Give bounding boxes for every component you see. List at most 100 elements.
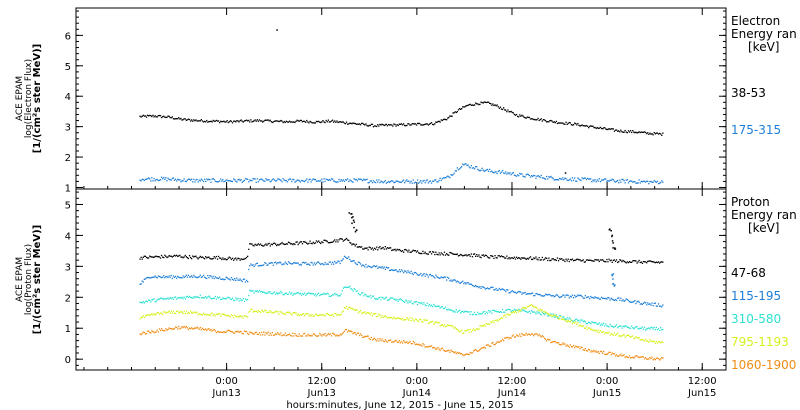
data-point (619, 299, 621, 301)
data-point (293, 121, 295, 123)
data-point (552, 341, 554, 343)
data-point (341, 259, 343, 261)
data-point (266, 333, 268, 335)
data-point (451, 280, 453, 282)
data-point (539, 335, 541, 337)
data-point (190, 296, 192, 299)
data-point (323, 178, 325, 180)
data-point (463, 106, 465, 108)
data-point (379, 266, 381, 268)
data-point (425, 273, 427, 275)
data-point (456, 111, 458, 113)
data-point (272, 242, 275, 245)
x-tick-date: Jun13 (307, 388, 336, 399)
data-point (185, 256, 187, 258)
data-point (548, 339, 550, 341)
data-point (592, 125, 594, 127)
x-tick-time: 0:00 (406, 376, 428, 387)
data-point (406, 179, 408, 181)
data-point (534, 257, 536, 260)
data-point (657, 261, 660, 263)
data-point (358, 293, 361, 296)
data-point (359, 263, 362, 265)
data-point (436, 348, 438, 350)
data-point (253, 292, 255, 294)
data-point (239, 315, 241, 317)
data-point (532, 292, 534, 294)
data-point (558, 315, 561, 317)
data-point (164, 330, 166, 332)
data-point (376, 316, 378, 318)
data-point (537, 175, 539, 177)
data-point (494, 255, 496, 257)
data-point (563, 259, 565, 261)
data-point (460, 312, 462, 314)
data-point (173, 179, 176, 181)
data-point (211, 298, 213, 300)
data-point (195, 276, 197, 279)
data-point (200, 119, 202, 121)
data-point (615, 354, 618, 356)
data-point (583, 320, 585, 322)
data-point (617, 261, 619, 264)
data-point (223, 120, 225, 122)
data-point (248, 294, 250, 297)
data-point (519, 114, 521, 116)
data-point (518, 290, 520, 293)
data-point (562, 318, 564, 320)
data-point (307, 181, 309, 183)
data-point (648, 358, 650, 360)
data-point (546, 257, 548, 259)
data-point (427, 305, 429, 307)
data-point (414, 271, 417, 274)
data-point (330, 295, 333, 297)
data-point (454, 279, 456, 281)
data-point (254, 119, 256, 121)
data-point (320, 242, 322, 245)
data-point (586, 259, 589, 261)
data-point (394, 123, 396, 126)
data-point (548, 176, 550, 178)
data-point (382, 316, 384, 318)
data-point (229, 298, 232, 300)
data-point (468, 104, 470, 106)
data-point (242, 297, 244, 300)
data-point (196, 178, 198, 181)
data-point (569, 320, 571, 323)
data-point (456, 351, 458, 353)
data-point (152, 276, 154, 278)
data-point (241, 299, 243, 302)
data-point (485, 287, 488, 290)
data-point (403, 251, 405, 253)
data-point (593, 127, 595, 129)
data-point (174, 296, 177, 298)
data-point (283, 179, 285, 181)
data-point (208, 328, 210, 330)
data-point (330, 178, 333, 180)
data-point (534, 175, 536, 177)
data-point (308, 122, 310, 124)
data-point (553, 314, 555, 316)
data-point (242, 258, 244, 260)
data-point (642, 328, 645, 330)
data-point (202, 257, 205, 259)
data-point (657, 303, 660, 305)
data-point (608, 351, 610, 353)
data-point (207, 256, 209, 258)
data-point (219, 331, 221, 333)
data-point (582, 178, 584, 180)
data-point (578, 319, 580, 321)
data-point (602, 259, 604, 261)
data-point (310, 121, 312, 123)
data-point (442, 254, 445, 256)
data-point (546, 340, 548, 342)
data-point (396, 317, 398, 319)
data-point (352, 260, 354, 262)
data-point (634, 132, 636, 134)
data-point (633, 181, 635, 183)
data-point (355, 309, 357, 311)
data-point (409, 301, 411, 304)
data-point (259, 264, 262, 267)
data-point (242, 278, 244, 281)
data-point (646, 133, 648, 135)
